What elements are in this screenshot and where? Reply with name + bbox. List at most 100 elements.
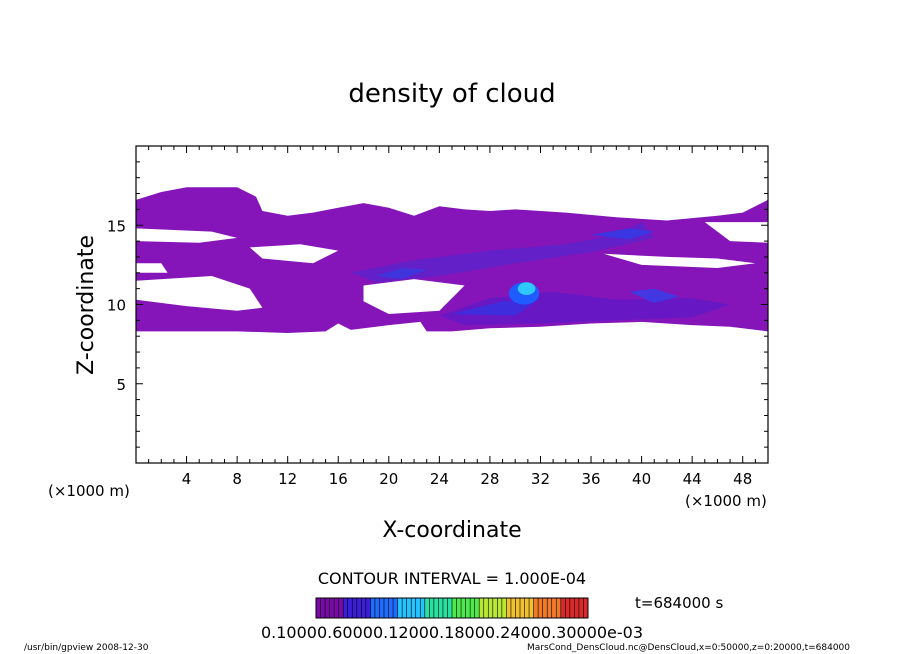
colorbar-cell <box>452 598 458 618</box>
colorbar-cell <box>501 598 507 618</box>
x-unit-label-right: (×1000 m) <box>685 492 767 510</box>
density-band <box>376 268 427 280</box>
colorbar-cell <box>533 598 539 618</box>
x-axis: 4 8 12 16 20 24 28 32 36 40 44 48 <box>135 146 769 488</box>
colorbar-cell <box>379 598 385 618</box>
colorbar-cell <box>556 598 562 618</box>
colorbar-cell <box>551 598 557 618</box>
colorbar-cell <box>343 598 349 618</box>
x-tick-label: 40 <box>632 470 651 488</box>
colorbar-cell <box>515 598 521 618</box>
cloud-gap <box>363 279 465 314</box>
y-tick-label: 15 <box>107 217 126 235</box>
colorbar-cell <box>574 598 580 618</box>
x-tick-label: 36 <box>581 470 600 488</box>
colorbar-cell <box>356 598 362 618</box>
colorbar-cell <box>388 598 394 618</box>
x-tick-label: 8 <box>232 470 242 488</box>
y-tick-label: 10 <box>107 297 126 315</box>
x-unit-label-left: (×1000 m) <box>48 482 130 500</box>
x-tick-label: 16 <box>329 470 348 488</box>
colorbar-cell <box>488 598 494 618</box>
colorbar-cell <box>529 598 535 618</box>
colorbar <box>315 597 589 619</box>
cloud-gap <box>136 228 238 243</box>
colorbar-cell <box>542 598 548 618</box>
colorbar-cell <box>402 598 408 618</box>
colorbar-cell <box>483 598 489 618</box>
x-tick-label: 44 <box>683 470 702 488</box>
colorbar-frame <box>315 597 589 619</box>
footer-right: MarsCond_DensCloud.nc@DensCloud,x=0:5000… <box>527 643 850 653</box>
colorbar-cell <box>442 598 448 618</box>
colorbar-cell <box>497 598 503 618</box>
colorbar-cell <box>320 598 326 618</box>
colorbar-cell <box>578 598 584 618</box>
colorbar-cell <box>334 598 340 618</box>
density-field <box>136 187 768 333</box>
colorbar-cell <box>374 598 380 618</box>
colorbar-cell <box>370 598 376 618</box>
contour-interval-label: CONTOUR INTERVAL = 1.000E-04 <box>318 569 586 588</box>
colorbar-cell <box>560 598 566 618</box>
cloud-gap <box>249 244 339 264</box>
colorbar-cell <box>352 598 358 618</box>
colorbar-cell <box>393 598 399 618</box>
colorbar-cell <box>347 598 353 618</box>
colorbar-cell <box>583 598 589 618</box>
x-axis-title: X-coordinate <box>382 518 521 543</box>
colorbar-cell <box>569 598 575 618</box>
colorbar-cell <box>406 598 412 618</box>
colorbar-cell <box>470 598 476 618</box>
colorbar-cell <box>329 598 335 618</box>
colorbar-cell <box>520 598 526 618</box>
y-axis: 5 10 15 <box>107 145 768 464</box>
cloud-gap <box>704 222 768 243</box>
colorbar-cell <box>325 598 331 618</box>
colorbar-cell <box>438 598 444 618</box>
colorbar-cell <box>565 598 571 618</box>
x-tick-label: 24 <box>430 470 449 488</box>
y-axis-title: Z-coordinate <box>74 235 99 375</box>
colorbar-cell <box>361 598 367 618</box>
colorbar-cell <box>429 598 435 618</box>
colorbar-cell <box>474 598 480 618</box>
cloud-gap <box>603 253 756 268</box>
colorbar-cell <box>411 598 417 618</box>
x-tick-label: 28 <box>480 470 499 488</box>
x-tick-label: 20 <box>379 470 398 488</box>
footer-left: /usr/bin/gpview 2008-12-30 <box>24 643 149 653</box>
x-tick-label: 4 <box>182 470 192 488</box>
y-tick-label: 5 <box>116 376 126 394</box>
cloud-gap <box>136 263 168 273</box>
time-label: t=684000 s <box>635 594 723 612</box>
density-band <box>591 228 655 240</box>
colorbar-cell <box>365 598 371 618</box>
colorbar-cell <box>420 598 426 618</box>
colorbar-cell <box>547 598 553 618</box>
x-tick-label: 32 <box>531 470 550 488</box>
density-core-peak <box>517 282 536 295</box>
x-tick-label: 12 <box>278 470 297 488</box>
colorbar-cell <box>397 598 403 618</box>
colorbar-cell <box>433 598 439 618</box>
x-tick-label: 48 <box>733 470 752 488</box>
cloud-gap <box>136 276 263 311</box>
colorbar-cell <box>447 598 453 618</box>
colorbar-cell <box>524 598 530 618</box>
colorbar-cell <box>479 598 485 618</box>
colorbar-cell <box>538 598 544 618</box>
colorbar-cell <box>461 598 467 618</box>
colorbar-cell <box>316 598 322 618</box>
colorbar-tick-labels: 0.10000.60000.12000.18000.24000.30000e-0… <box>261 623 643 642</box>
colorbar-cell <box>415 598 421 618</box>
colorbar-cell <box>492 598 498 618</box>
chart-title: density of cloud <box>348 79 555 109</box>
colorbar-cell <box>510 598 516 618</box>
colorbar-cell <box>384 598 390 618</box>
colorbar-cell <box>456 598 462 618</box>
density-band <box>350 222 655 283</box>
colorbar-cell <box>506 598 512 618</box>
colorbar-cell <box>465 598 471 618</box>
